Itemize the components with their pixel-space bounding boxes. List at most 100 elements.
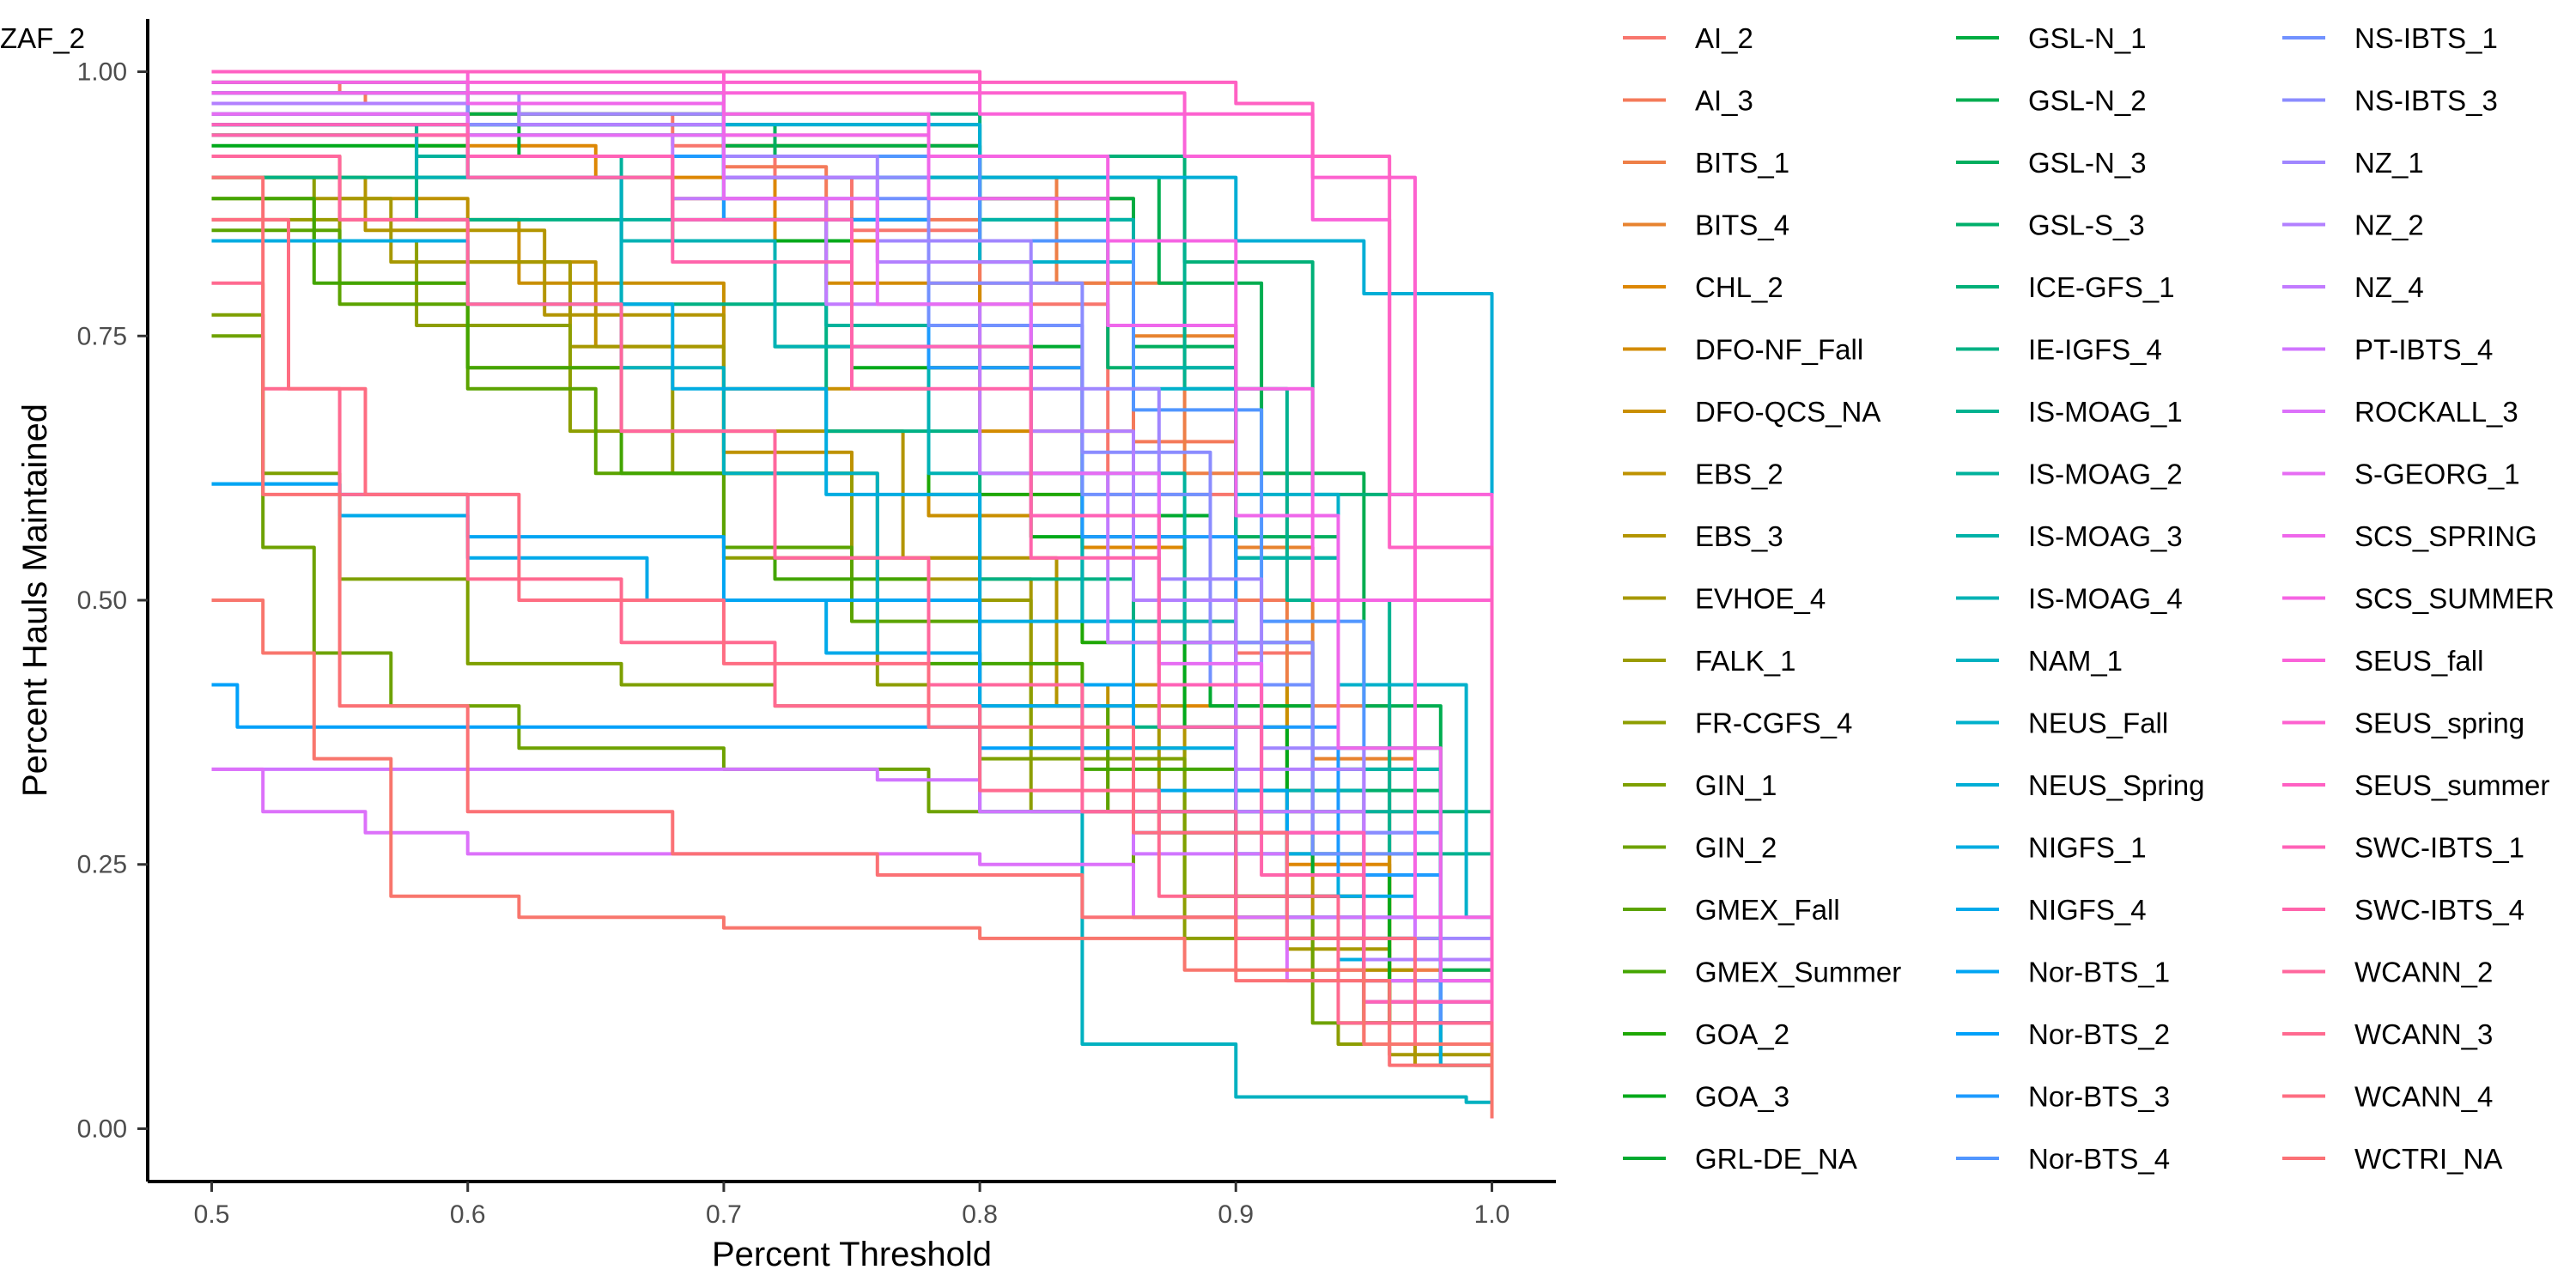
legend-label: GIN_1 (1695, 769, 1777, 801)
legend-item: BITS_1 (1623, 147, 1789, 179)
legend-item: NZ_2 (2282, 210, 2424, 241)
legend-label: GMEX_Summer (1695, 957, 1901, 988)
legend-label: Nor-BTS_4 (2028, 1143, 2170, 1175)
legend-item: AI_2 (1623, 22, 1753, 54)
legend-label: NS-IBTS_1 (2354, 22, 2498, 54)
y-axis-ticks: 0.00 0.25 0.50 0.75 1.00 (77, 58, 148, 1143)
legend-label: NEUS_Spring (2028, 769, 2204, 801)
legend-item: EVHOE_4 (1623, 583, 1826, 615)
legend-item: NS-IBTS_1 (2282, 22, 2498, 54)
legend-item: FR-CGFS_4 (1623, 708, 1852, 739)
legend-item: SEUS_spring (2282, 708, 2524, 739)
legend-label: CHL_2 (1695, 271, 1783, 303)
x-tick-label: 1.0 (1474, 1200, 1510, 1229)
legend-label: FR-CGFS_4 (1695, 708, 1852, 739)
series-lines (211, 70, 1494, 1119)
legend-item: GRL-DE_NA (1623, 1143, 1857, 1175)
legend-item: ROCKALL_3 (2282, 396, 2518, 428)
legend-item: NEUS_Fall (1956, 708, 2168, 739)
legend-item: DFO-QCS_NA (1623, 396, 1880, 428)
legend-item: SWC-IBTS_1 (2282, 832, 2524, 864)
legend-label: ZAF_2 (0, 22, 85, 54)
legend-label: WCANN_3 (2354, 1018, 2493, 1050)
legend-label: NZ_4 (2354, 271, 2424, 303)
x-tick-label: 0.7 (706, 1200, 742, 1229)
legend-label: GIN_2 (1695, 832, 1777, 864)
legend-item: PT-IBTS_4 (2282, 334, 2493, 366)
legend-item: GMEX_Summer (1623, 957, 1901, 988)
legend-label: IS-MOAG_4 (2028, 583, 2183, 615)
legend-item: DFO-NF_Fall (1623, 334, 1863, 366)
legend-label: NIGFS_1 (2028, 832, 2147, 864)
legend-item: IE-IGFS_4 (1956, 334, 2162, 366)
legend-item: GOA_3 (1623, 1081, 1789, 1113)
legend-label: SEUS_spring (2354, 708, 2524, 739)
legend-label: GOA_2 (1695, 1018, 1789, 1050)
series-line-SCS_SUMMER (211, 80, 1494, 1119)
legend-item: AI_3 (1623, 85, 1753, 117)
legend-label: DFO-NF_Fall (1695, 334, 1863, 366)
y-tick-label: 1.00 (77, 58, 127, 87)
legend-label: IE-IGFS_4 (2028, 334, 2162, 366)
legend-item: GIN_2 (1623, 832, 1777, 864)
legend-item: EBS_2 (1623, 459, 1783, 490)
axes: 0.5 0.6 0.7 0.8 0.9 1.0 0.000.250.500.751.00 … (16, 19, 1556, 1273)
series-line-WCTRI_NA (211, 175, 1494, 1119)
legend-label: GOA_3 (1695, 1081, 1789, 1113)
series-line-SEUS_spring (211, 70, 1494, 1119)
legend-label: SCS_SPRING (2354, 520, 2537, 552)
y-axis-title: Percent Hauls Maintained (16, 404, 54, 797)
legend-label: SCS_SUMMER (2354, 583, 2555, 615)
legend-item: NEUS_Spring (1956, 769, 2204, 801)
legend-item: NZ_4 (2282, 271, 2424, 303)
legend-item: ICE-GFS_1 (1956, 271, 2175, 303)
legend-label: NAM_1 (2028, 645, 2123, 677)
legend-label: GRL-DE_NA (1695, 1143, 1857, 1175)
legend-label: PT-IBTS_4 (2354, 334, 2493, 366)
legend-label: AI_2 (1695, 22, 1753, 54)
series-line-PT-IBTS_4 (211, 767, 1494, 1119)
legend-label: GSL-N_2 (2028, 85, 2147, 117)
legend-item: NIGFS_1 (1956, 832, 2147, 864)
legend-label: NZ_2 (2354, 210, 2424, 241)
legend-label: GSL-N_1 (2028, 22, 2147, 54)
legend-label: EVHOE_4 (1695, 583, 1826, 615)
legend-item: GSL-N_1 (1956, 22, 2147, 54)
legend-item: S-GEORG_1 (2282, 459, 2520, 490)
series-line-WCANN_3 (211, 281, 1494, 1119)
legend-label: Nor-BTS_3 (2028, 1081, 2170, 1113)
legend-label: EBS_2 (1695, 459, 1783, 490)
legend-item: SEUS_fall (2282, 645, 2483, 677)
legend-label: Nor-BTS_1 (2028, 957, 2170, 988)
legend-item: NZ_1 (2282, 147, 2424, 179)
legend-item: CHL_2 (1623, 271, 1783, 303)
legend-item: FALK_1 (1623, 645, 1795, 677)
legend-label: S-GEORG_1 (2354, 459, 2520, 490)
y-tick-label: 0.50 (77, 586, 127, 615)
legend-label: SEUS_fall (2354, 645, 2483, 677)
legend-label: EBS_3 (1695, 520, 1783, 552)
legend-item: ZAF_2 (0, 22, 85, 54)
legend-item: BITS_4 (1623, 210, 1789, 241)
legend-label: SEUS_summer (2354, 769, 2549, 801)
legend-label: SWC-IBTS_1 (2354, 832, 2524, 864)
series-line-SCS_SPRING (211, 91, 1494, 1119)
legend-item: IS-MOAG_2 (1956, 459, 2183, 490)
legend-item: Nor-BTS_1 (1956, 957, 2170, 988)
legend-item: GSL-S_3 (1956, 210, 2145, 241)
legend-label: BITS_4 (1695, 210, 1789, 241)
legend-label: GSL-S_3 (2028, 210, 2145, 241)
legend-item: SCS_SPRING (2282, 520, 2537, 552)
legend-item: IS-MOAG_3 (1956, 520, 2183, 552)
legend-label: BITS_1 (1695, 147, 1789, 179)
x-tick-label: 0.8 (962, 1200, 998, 1229)
series-line-SWC-IBTS_4 (211, 133, 1494, 1119)
x-tick-label: 0.6 (450, 1200, 486, 1229)
legend-item: GSL-N_2 (1956, 85, 2147, 117)
legend-item: GIN_1 (1623, 769, 1777, 801)
y-tick-label: 0.25 (77, 851, 127, 879)
legend-item: IS-MOAG_4 (1956, 583, 2183, 615)
legend-label: Nor-BTS_2 (2028, 1018, 2170, 1050)
x-tick-label: 0.5 (194, 1200, 230, 1229)
